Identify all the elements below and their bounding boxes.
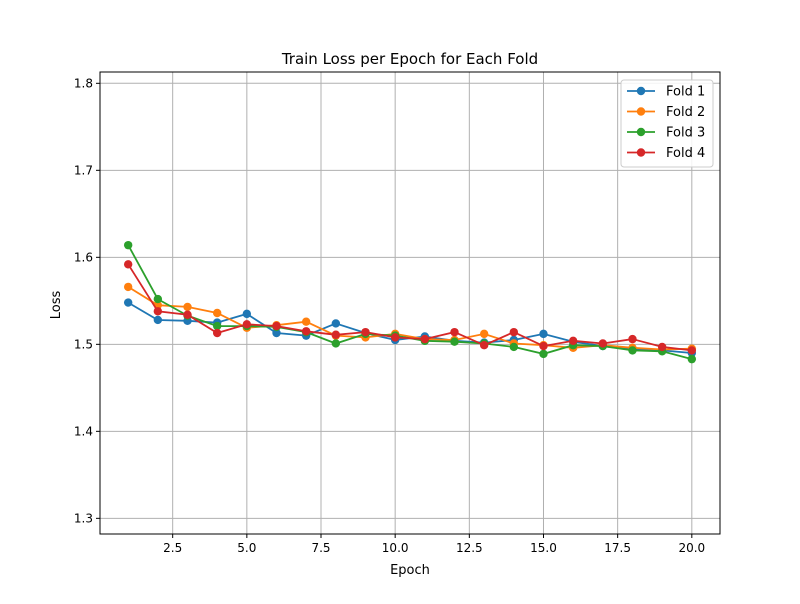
data-point [183, 310, 192, 319]
data-point [123, 240, 133, 250]
x-tick-label: 2.5 [163, 541, 182, 555]
data-point [361, 327, 370, 337]
data-point [539, 341, 548, 351]
data-point [568, 336, 578, 346]
data-point [479, 329, 489, 339]
chart-title: Train Loss per Epoch for Each Fold [281, 50, 538, 68]
legend-marker [636, 148, 646, 157]
x-axis-ticks: 2.5 5.0 7.5 10.0 12.5 15.0 17.5 20.0 [163, 534, 705, 555]
legend-item: Fold 2 [627, 105, 705, 120]
x-axis-label: Epoch [390, 563, 430, 578]
x-tick-label: 12.5 [456, 541, 483, 555]
legend-marker [636, 86, 646, 96]
y-axis-ticks: 1.3 1.4 1.5 1.6 1.7 1.8 [74, 76, 100, 525]
data-point [657, 342, 667, 352]
data-point [212, 321, 222, 331]
legend-item: Fold 1 [627, 85, 705, 100]
data-point [212, 328, 222, 338]
data-point [272, 321, 281, 331]
data-point [123, 260, 133, 269]
x-tick-label: 10.0 [382, 541, 409, 555]
y-tick-label: 1.5 [74, 337, 93, 351]
legend-item: Fold 3 [627, 126, 705, 141]
x-tick-label: 20.0 [678, 541, 705, 555]
data-point [687, 346, 697, 355]
data-point [153, 315, 163, 325]
data-point [242, 320, 252, 329]
data-point [123, 298, 133, 307]
data-point [687, 354, 697, 364]
data-point [123, 282, 133, 292]
x-tick-label: 17.5 [604, 541, 631, 555]
data-point [153, 307, 163, 316]
data-point [420, 334, 430, 344]
legend-marker [636, 107, 646, 116]
data-point [539, 329, 548, 339]
data-point [450, 327, 459, 337]
y-tick-label: 1.6 [74, 250, 93, 264]
series-layer [123, 240, 697, 364]
data-point [390, 333, 400, 342]
legend-item: Fold 4 [627, 146, 705, 161]
x-tick-label: 5.0 [237, 541, 256, 555]
y-tick-label: 1.3 [74, 511, 93, 525]
legend-box [620, 79, 714, 168]
data-point [509, 327, 519, 337]
y-tick-label: 1.7 [74, 163, 93, 177]
data-point [153, 294, 163, 304]
data-point [272, 328, 281, 338]
legend-label: Fold 1 [666, 85, 705, 100]
data-point [539, 349, 548, 359]
data-point [331, 339, 341, 348]
y-tick-label: 1.8 [74, 76, 93, 90]
x-tick-label: 7.5 [311, 541, 330, 555]
data-point [598, 339, 608, 348]
series-line [127, 263, 692, 352]
data-point [183, 302, 192, 312]
data-point [628, 334, 637, 344]
data-point [212, 308, 222, 318]
data-point [450, 337, 459, 346]
data-point [628, 346, 637, 355]
data-point [301, 317, 311, 326]
y-axis-label: Loss [49, 291, 64, 320]
legend-marker [636, 127, 646, 137]
legend-label: Fold 3 [666, 126, 705, 141]
x-tick-label: 15.0 [530, 541, 557, 555]
data-point [479, 340, 489, 350]
data-point [331, 330, 341, 339]
legend: Fold 1 Fold 2 Fold 3 Fold 4 [620, 79, 714, 168]
series-fold-4 [123, 260, 697, 355]
data-point [242, 309, 252, 319]
y-tick-label: 1.4 [74, 424, 93, 438]
data-point [331, 319, 341, 328]
data-point [509, 342, 519, 352]
legend-label: Fold 2 [666, 105, 705, 120]
data-point [301, 327, 311, 336]
legend-label: Fold 4 [666, 146, 705, 161]
axes-frame [99, 71, 721, 535]
